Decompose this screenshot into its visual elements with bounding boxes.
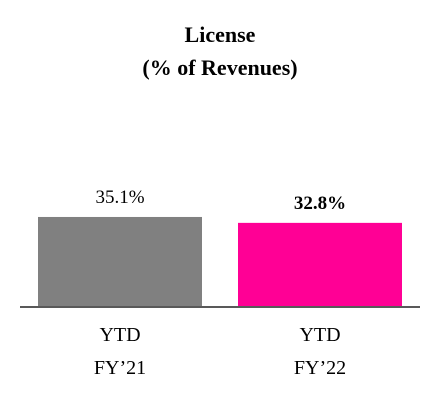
bar xyxy=(38,216,202,307)
chart-title: License (% of Revenues) xyxy=(142,22,298,80)
x-tick-label: YTD FY’21 xyxy=(93,324,147,379)
x-tick-label: YTD FY’22 xyxy=(293,324,347,379)
bar xyxy=(238,222,402,307)
value-label: 32.8% xyxy=(293,192,347,214)
value-label: 35.1% xyxy=(95,186,145,208)
